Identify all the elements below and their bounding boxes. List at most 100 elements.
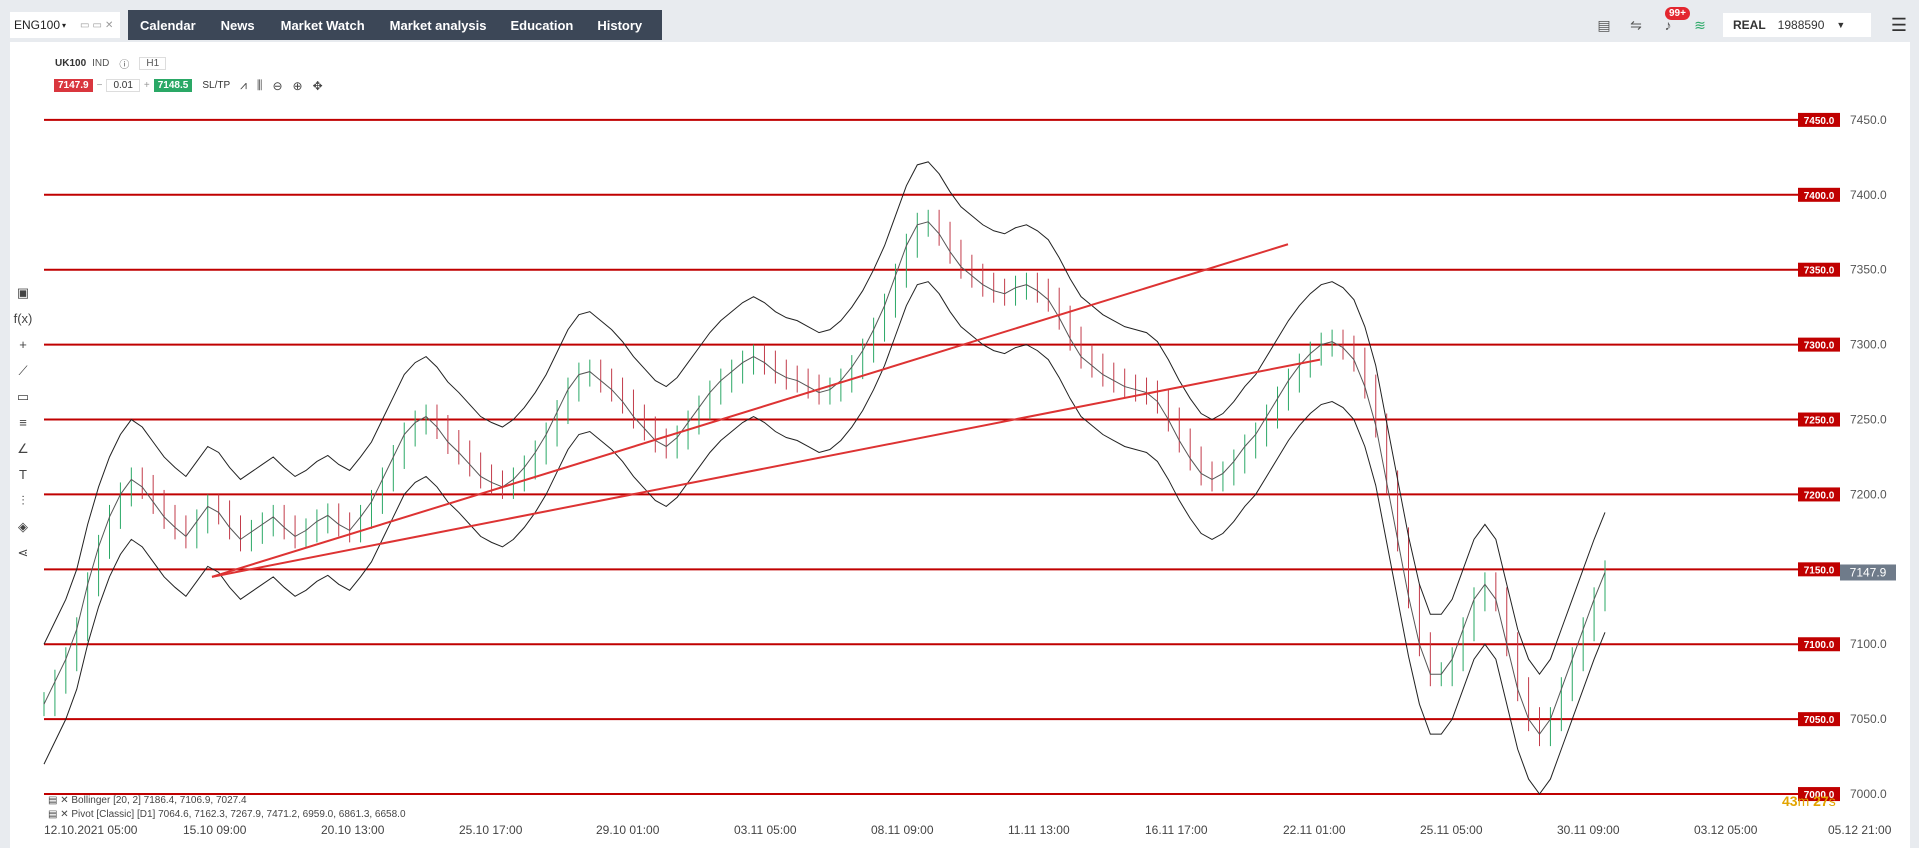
level-badge <box>1798 712 1840 727</box>
x-tick-label: 25.11 05:00 <box>1420 823 1483 837</box>
nav-market-analysis[interactable]: Market analysis <box>389 17 487 33</box>
level-badge-label: 7050.0 <box>1804 715 1835 726</box>
level-badge <box>1798 187 1840 202</box>
y-tick-label: 7050.0 <box>1850 712 1887 726</box>
legend-item[interactable]: ▤ ✕ Bollinger [20, 2] 7186.4, 7106.9, 70… <box>48 795 247 806</box>
legend-bollinger: Bollinger [20, 2] 7186.4, 7106.9, 7027.4 <box>71 795 247 806</box>
bell-icon[interactable]: ♪ 99+ <box>1655 7 1690 35</box>
sell-button[interactable]: 7147.9 <box>54 79 93 92</box>
legend-pivot: Pivot [Classic] [D1] 7064.6, 7162.3, 726… <box>71 809 406 820</box>
y-tick-label: 7400.0 <box>1850 188 1887 202</box>
zoom-in-icon[interactable]: ⊕ <box>292 78 303 93</box>
level-badge-label: 7300.0 <box>1804 341 1835 352</box>
y-tick-label: 7250.0 <box>1850 413 1887 427</box>
level-badge <box>1798 112 1840 127</box>
level-badge-label: 7100.0 <box>1804 640 1835 651</box>
nav-history[interactable]: History <box>597 17 643 33</box>
level-badge-label: 7450.0 <box>1804 116 1835 127</box>
level-badge <box>1798 787 1840 802</box>
trend-line <box>211 358 1321 578</box>
x-tick-label: 05.12 21:00 <box>1828 823 1892 837</box>
timeframe-select[interactable]: H1 <box>139 57 167 70</box>
trend-line <box>211 243 1289 578</box>
candles-icon[interactable]: ⫼ <box>256 78 263 92</box>
sltp-button[interactable]: SL/TP <box>202 80 231 91</box>
notification-badge: 99+ <box>1665 7 1690 20</box>
indicators-icon[interactable]: ⫶ <box>21 493 25 508</box>
level-badge-label: 7400.0 <box>1804 191 1835 202</box>
drawing-toolbar: ▣ f(x) + ⟋ ▭ ≡ ∠ T ⫶ ◈ ⋖ <box>10 280 36 566</box>
nav-calendar[interactable]: Calendar <box>140 17 196 33</box>
nav-market-watch[interactable]: Market Watch <box>280 17 365 33</box>
rectangle-icon[interactable]: ▭ <box>16 389 30 404</box>
x-tick-label: 03.12 05:00 <box>1694 823 1758 837</box>
top-bar: ENG100 ▾ ▭▭✕ Calendar News Market Watch Mar… <box>0 0 1919 42</box>
zoom-out-icon[interactable]: ⊖ <box>272 78 283 93</box>
layout-icon[interactable]: ▤ <box>1597 16 1611 33</box>
trade-bar: 7147.9 − 0.01 + 7148.5 SL/TP ⩘ ⫼ ⊖ ⊕ ✥ <box>54 78 323 93</box>
account-selector[interactable]: REAL 1988590 ▼ <box>1723 13 1871 37</box>
level-badge <box>1798 412 1840 427</box>
level-badge <box>1798 337 1840 352</box>
window-controls-icon[interactable]: ▭▭✕ <box>80 19 117 31</box>
line-tool-icon[interactable]: ⟋ <box>18 363 28 378</box>
account-number: 1988590 <box>1777 18 1825 32</box>
chart-symbol: UK100 <box>55 58 87 69</box>
y-tick-label: 7300.0 <box>1850 338 1887 352</box>
symbol-tab[interactable]: ENG100 ▾ ▭▭✕ <box>10 12 120 38</box>
layers-icon[interactable]: ◈ <box>18 519 28 534</box>
current-price-label: 7147.9 <box>1850 565 1887 579</box>
lot-size-input[interactable]: 0.01 <box>106 79 140 92</box>
share-icon[interactable]: ⋖ <box>17 545 29 560</box>
series-line <box>43 281 1606 795</box>
level-badge-label: 7200.0 <box>1804 490 1835 501</box>
indicator-legend: ▤ ✕ Bollinger [20, 2] 7186.4, 7106.9, 70… <box>48 794 406 822</box>
series-line <box>43 221 1606 735</box>
info-icon[interactable]: ⓘ <box>119 60 130 71</box>
chart-header: UK100 IND ⓘ H1 <box>55 56 167 71</box>
crosshair-icon[interactable]: + <box>19 337 27 352</box>
series-line <box>43 161 1606 676</box>
wifi-icon: ≋ <box>1694 16 1706 33</box>
chevron-down-icon[interactable]: ▾ <box>62 20 67 30</box>
x-tick-label: 15.10 09:00 <box>183 823 247 837</box>
x-tick-label: 20.10 13:00 <box>321 823 385 837</box>
nav-news[interactable]: News <box>220 17 255 33</box>
level-badge-label: 7250.0 <box>1804 416 1835 427</box>
x-tick-label: 16.11 17:00 <box>1145 823 1208 837</box>
fan-icon[interactable]: ∠ <box>17 441 29 456</box>
legend-item[interactable]: ▤ ✕ Pivot [Classic] [D1] 7064.6, 7162.3,… <box>48 809 406 820</box>
countdown-minutes: 43 <box>1782 793 1798 809</box>
signals-icon[interactable]: ⇋ <box>1630 16 1642 33</box>
instrument-type: IND <box>92 58 110 69</box>
function-icon[interactable]: f(x) <box>13 311 33 326</box>
screen-icon[interactable]: ▣ <box>16 285 30 300</box>
account-mode: REAL <box>1733 18 1766 32</box>
lot-minus-button[interactable]: − <box>96 80 103 91</box>
x-tick-label: 11.11 13:00 <box>1008 823 1070 837</box>
chevron-down-icon: ▼ <box>1836 20 1846 30</box>
nav-education[interactable]: Education <box>510 17 574 33</box>
x-tick-label: 25.10 17:00 <box>459 823 523 837</box>
y-tick-label: 7350.0 <box>1850 263 1887 277</box>
move-icon[interactable]: ✥ <box>312 78 323 93</box>
fibonacci-icon[interactable]: ≡ <box>19 415 27 430</box>
level-badge <box>1798 637 1840 652</box>
line-chart-icon[interactable]: ⩘ <box>240 78 247 92</box>
x-tick-label: 30.11 09:00 <box>1557 823 1620 837</box>
y-tick-label: 7100.0 <box>1850 637 1887 651</box>
lot-plus-button[interactable]: + <box>143 80 150 91</box>
buy-button[interactable]: 7148.5 <box>153 79 193 92</box>
hamburger-menu-icon[interactable]: ☰ <box>1890 14 1908 35</box>
candle-countdown: 43m 27s <box>1782 793 1836 809</box>
level-badge-label: 7350.0 <box>1804 266 1835 277</box>
level-badge-label: 7150.0 <box>1804 565 1835 576</box>
level-badge <box>1798 262 1840 277</box>
main-nav: Calendar News Market Watch Market analysis E… <box>128 10 662 40</box>
text-icon[interactable]: T <box>19 467 27 482</box>
symbol-tab-label: ENG100 <box>14 18 61 32</box>
x-tick-label: 08.11 09:00 <box>871 823 934 837</box>
x-tick-label: 12.10.2021 05:00 <box>44 823 138 837</box>
